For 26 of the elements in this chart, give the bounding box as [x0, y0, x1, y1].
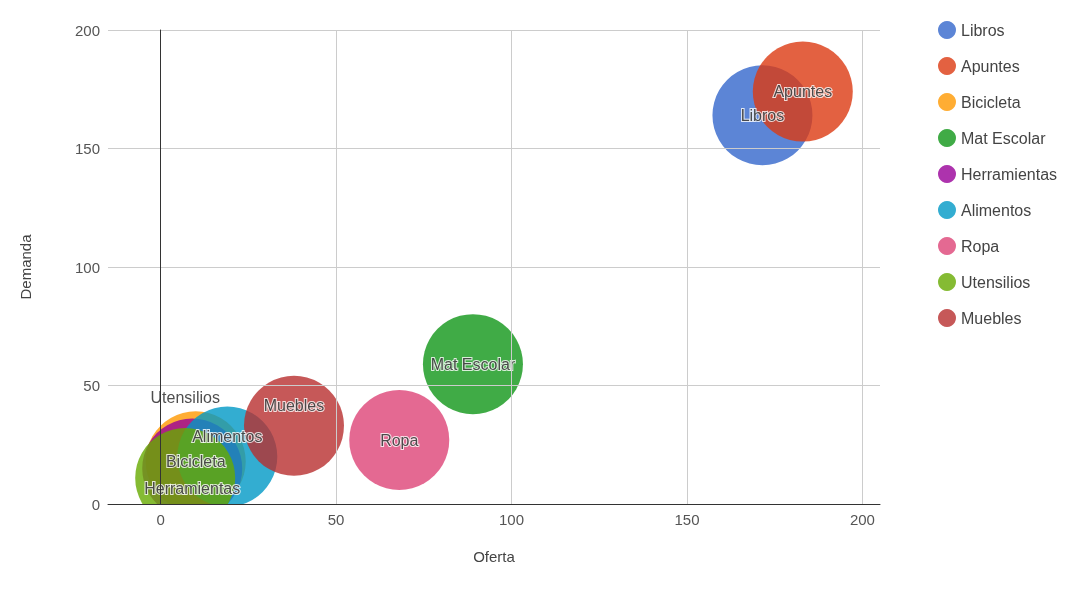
legend-label: Bicicleta: [961, 93, 1021, 111]
y-tick-label: 100: [74, 258, 100, 276]
legend-label: Apuntes: [961, 57, 1020, 75]
text: Apuntes: [773, 83, 833, 101]
legend-label: Mat Escolar: [961, 129, 1047, 147]
y-tick-label: 200: [74, 21, 100, 39]
y-tick-label: 0: [91, 495, 100, 513]
y-tick-label: 50: [83, 377, 100, 394]
x-tick-label: 150: [674, 511, 700, 528]
x-tick-label: 100: [499, 511, 525, 528]
legend-label: Herramientas: [961, 165, 1058, 183]
x-tick-label: 50: [327, 511, 345, 528]
legend-label: Alimentos: [961, 201, 1032, 219]
text: Bicicleta: [165, 452, 226, 470]
legend-label: Libros: [961, 21, 1005, 39]
y-axis-title: Demanda: [17, 233, 34, 300]
text: Muebles: [263, 397, 325, 415]
x-axis-title: Oferta: [473, 548, 516, 565]
legend-label: Ropa: [961, 237, 1000, 255]
x-tick-label: 0: [156, 511, 165, 528]
y-tick-label: 150: [74, 140, 100, 157]
text: Alimentos: [192, 428, 263, 446]
x-tick-label: 200: [849, 511, 875, 528]
legend-label: Muebles: [961, 309, 1022, 327]
legend-label: Utensilios: [961, 273, 1031, 291]
text: Ropa: [380, 431, 419, 449]
